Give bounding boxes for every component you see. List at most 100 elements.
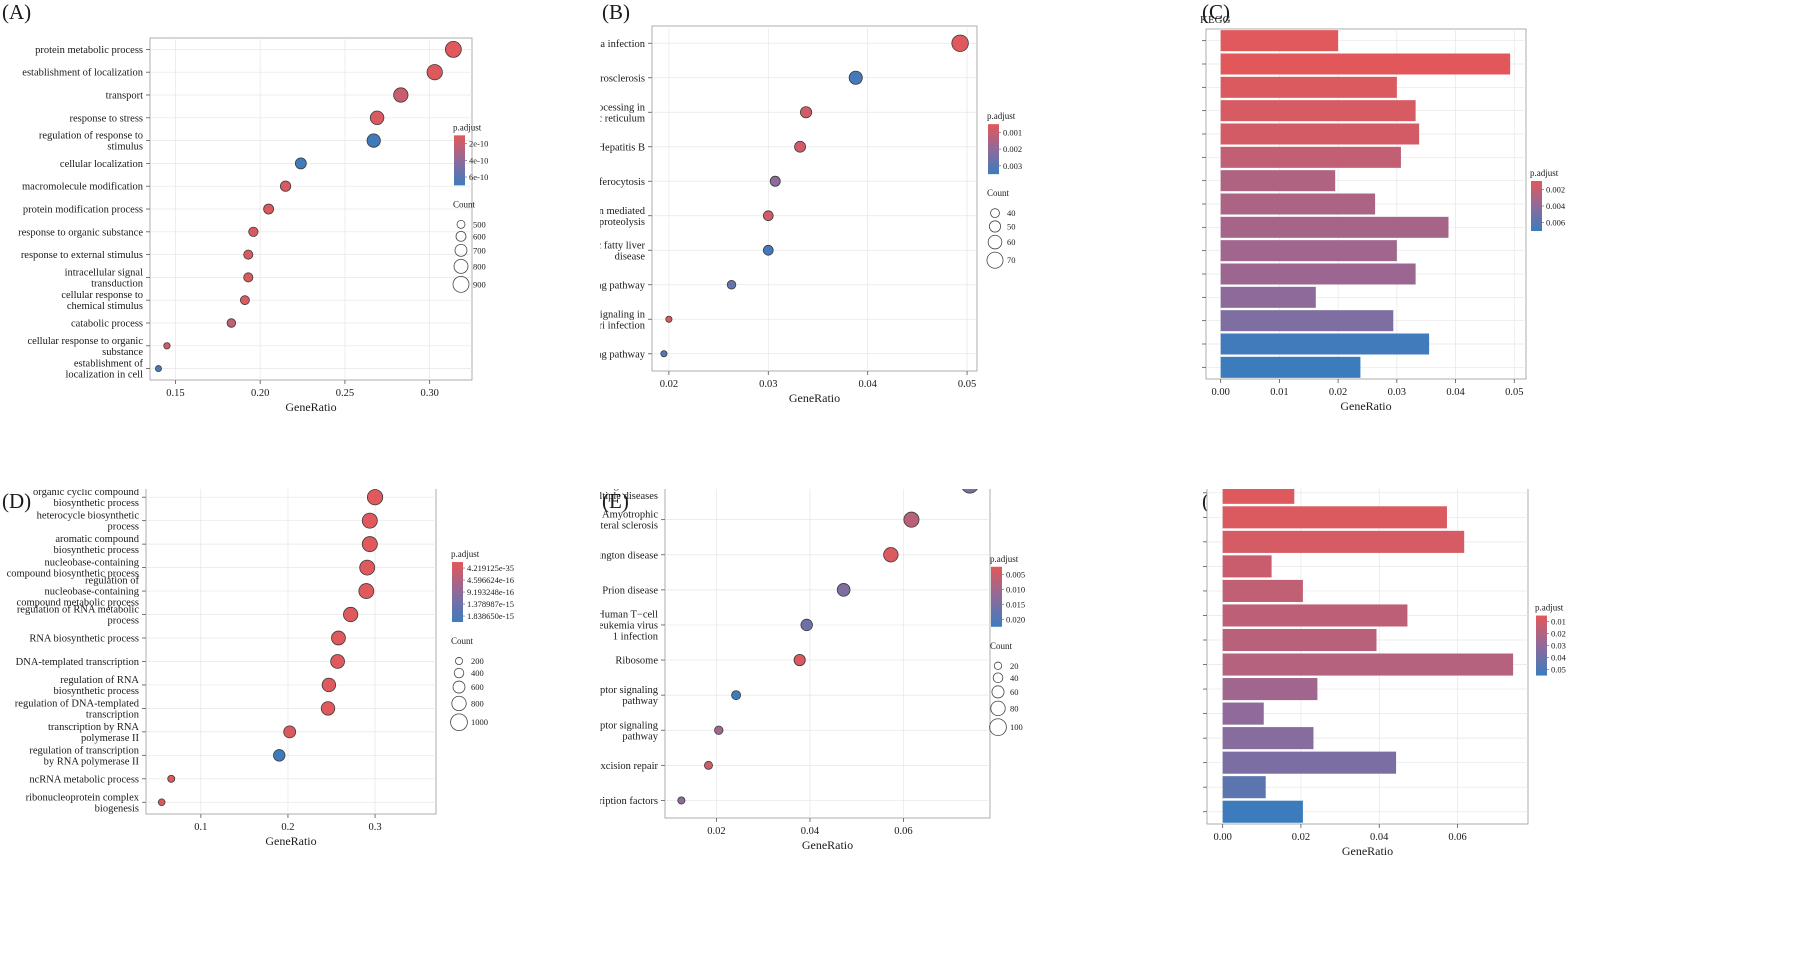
x-tick-label: 0.01 — [1270, 387, 1288, 398]
data-point — [366, 133, 381, 148]
chart-svg: 0.000.010.020.030.040.05GeneRatioEpithel… — [1200, 14, 1566, 413]
panel-label: (A) — [2, 0, 32, 24]
category-label: cellular response to organic substance — [27, 336, 143, 358]
colorbar-tick-label: 0.04 — [1551, 653, 1567, 663]
colorbar-tick-label: 0.006 — [1546, 218, 1565, 228]
colorbar-tick-label: 0.02 — [1551, 629, 1566, 639]
data-point — [330, 654, 345, 669]
panel-e-kegg-dotplot: (E) 0.02 0.04 0.06 GeneRatio Pathways ofneur… — [600, 489, 1200, 978]
x-axis-title: GeneRatio — [789, 391, 840, 405]
data-point — [793, 654, 806, 667]
bar — [1222, 579, 1303, 602]
data-point — [769, 175, 781, 187]
bar — [1220, 310, 1394, 332]
size-legend-circle — [450, 713, 468, 732]
category-label: Amyotrophiclateral sclerosis — [600, 510, 658, 532]
size-legend-circle — [989, 718, 1007, 736]
x-tick-label: 0.20 — [251, 388, 269, 399]
x-tick-label: 0.04 — [801, 826, 820, 837]
colorbar-tick-label: 0.003 — [1003, 161, 1022, 171]
bar — [1220, 100, 1416, 122]
data-point — [393, 87, 409, 103]
data-point — [321, 677, 337, 693]
colorbar-tick-label: 0.001 — [1003, 127, 1022, 137]
data-point — [263, 203, 275, 215]
colorbar-tick-label: 0.002 — [1003, 144, 1022, 154]
data-point — [731, 690, 742, 701]
data-point — [240, 295, 250, 306]
size-legend-label: 50 — [1007, 221, 1016, 231]
category-label: establishment of localization in cell — [65, 359, 143, 381]
data-point — [155, 365, 162, 373]
colorbar — [988, 124, 999, 175]
x-axis-title: GeneRatio — [265, 834, 316, 848]
panel-label: (C) — [1202, 0, 1230, 24]
x-tick-label: 0.2 — [281, 822, 294, 833]
category-label: establishment of localization — [22, 68, 143, 79]
size-legend-label: 800 — [473, 261, 486, 271]
category-label: Neurotrophinsignaling pathway — [1200, 728, 1201, 750]
size-legend-label: 600 — [471, 682, 484, 692]
x-tick-label: 0.15 — [166, 388, 184, 399]
category-label: ErbB signaling pathway — [600, 349, 646, 360]
data-point — [800, 618, 813, 632]
category-label: Nucleotide excision repair — [600, 761, 658, 772]
category-label: protein metabolic process — [35, 45, 143, 56]
size-legend-title: Count — [987, 188, 1010, 198]
bar — [1220, 53, 1511, 75]
plot-frame — [651, 25, 978, 372]
category-label: protein modification process — [23, 205, 143, 216]
category-label: nucleobase-containing compound biosynthet… — [7, 558, 140, 580]
size-legend-label: 700 — [473, 245, 486, 255]
data-point — [320, 701, 336, 716]
category-label: Ribosome — [615, 656, 658, 667]
x-tick-label: 0.02 — [660, 379, 678, 390]
colorbar-tick-label: 0.03 — [1551, 641, 1566, 651]
data-point — [660, 350, 668, 358]
category-label: Salmonella infection — [600, 39, 646, 50]
data-point — [273, 749, 286, 762]
data-point — [848, 70, 863, 85]
x-tick-label: 0.25 — [336, 388, 354, 399]
data-point — [331, 630, 346, 646]
colorbar-tick-label: 0.020 — [1006, 614, 1025, 624]
data-point — [426, 64, 443, 81]
data-point — [366, 489, 384, 506]
size-legend-circle — [456, 219, 466, 229]
bar — [1222, 506, 1447, 529]
colorbar-tick-label: 0.01 — [1551, 617, 1566, 627]
bar — [1220, 76, 1397, 98]
data-point — [951, 34, 969, 52]
bar — [1220, 333, 1430, 355]
category-label: response to stress — [70, 113, 144, 124]
colorbar-tick-label: 0.002 — [1546, 184, 1565, 194]
size-legend-circle — [993, 661, 1003, 670]
bar — [1220, 146, 1401, 168]
data-point — [665, 315, 673, 323]
chart-title: KEGG — [1200, 14, 1231, 26]
category-label: response to organic substance — [18, 227, 143, 238]
data-point — [163, 342, 171, 350]
color-legend-title: p.adjust — [987, 111, 1016, 121]
data-point — [358, 583, 375, 599]
x-tick-label: 0.1 — [194, 822, 207, 833]
size-legend-label: 20 — [1010, 661, 1019, 671]
category-label: Lipid and atherosclerosis — [600, 73, 645, 84]
bar — [1222, 653, 1514, 676]
bar — [1222, 776, 1266, 799]
panel-f-kegg-barplot: (F) 0.000.020.040.06GeneRatioRibosomeNuc… — [1200, 489, 1807, 978]
data-point — [444, 41, 462, 58]
color-legend-title: p.adjust — [453, 122, 482, 132]
colorbar-tick-label: 0.05 — [1551, 665, 1566, 675]
category-label: cellular response to chemical stimulus — [61, 290, 143, 312]
x-tick-label: 0.00 — [1213, 832, 1231, 843]
bar — [1220, 263, 1416, 285]
data-point — [704, 760, 713, 770]
category-label: response to external stimulus — [21, 250, 143, 261]
data-point — [279, 180, 292, 192]
category-label: NF−kappa Bsignaling pathway — [1200, 802, 1201, 824]
category-label: regulation of transcription by RNA polyme… — [29, 745, 139, 767]
size-legend-title: Count — [453, 199, 476, 209]
